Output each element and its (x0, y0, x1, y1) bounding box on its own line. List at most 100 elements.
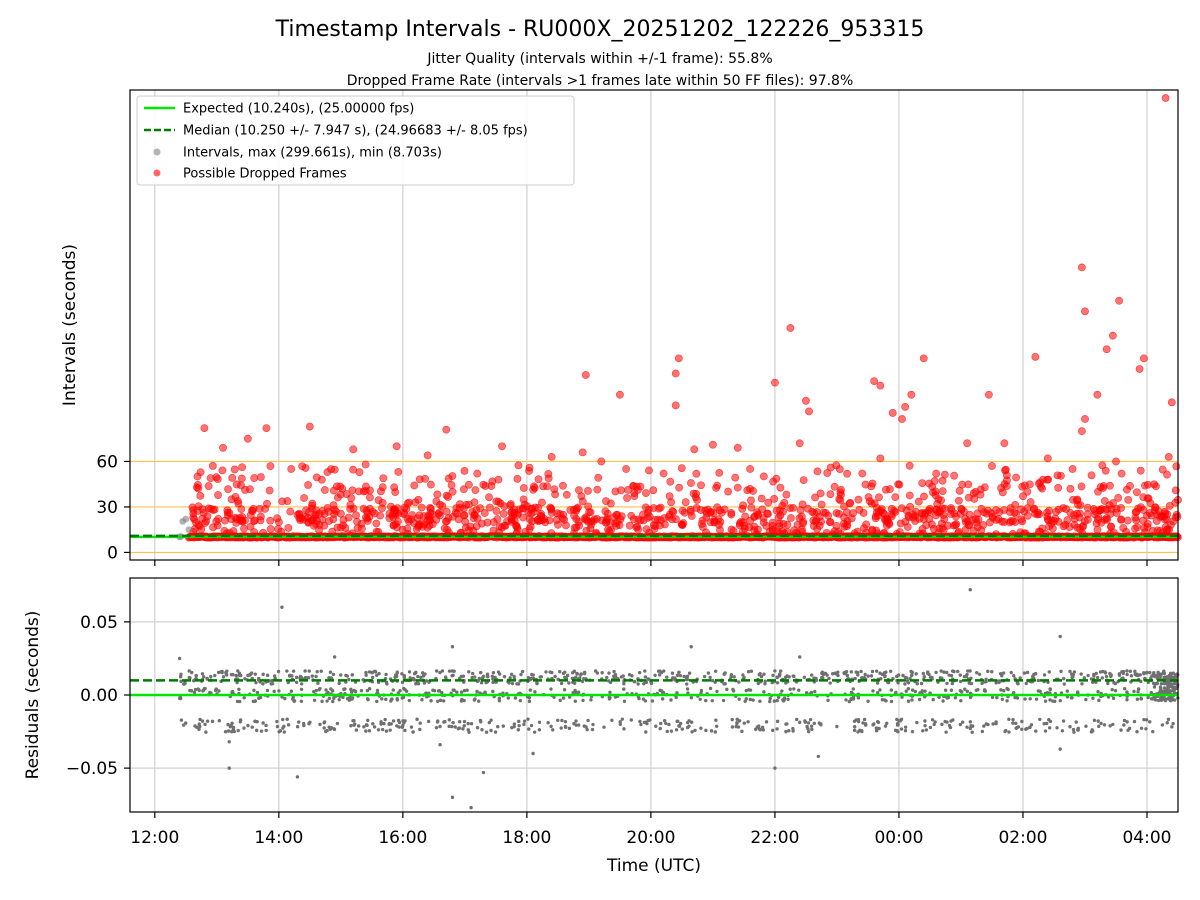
dropped-frame-point-2486 (473, 469, 482, 478)
residual-point-1474 (894, 690, 898, 695)
dropped-frame-point-2480 (1043, 454, 1052, 463)
residual-point-1064 (459, 690, 464, 694)
residual-point-869 (518, 698, 523, 703)
dropped-frame-point-2487 (622, 465, 630, 473)
residual-point-898 (574, 719, 578, 723)
dropped-frame-point-1865 (355, 468, 364, 477)
dropped-frame-point-2280 (639, 510, 647, 519)
residual-point-1269 (470, 675, 474, 680)
residual-point-1342 (339, 673, 343, 677)
residual-point-1229 (316, 681, 320, 685)
residual-point-1633 (816, 754, 821, 759)
residual-point-1267 (441, 699, 446, 703)
dropped-frame-point-2378 (519, 495, 528, 504)
residual-point-381 (396, 718, 401, 723)
dropped-frame-point-2167 (832, 509, 841, 518)
residual-point-48 (299, 682, 304, 686)
dropped-frame-point-2295 (902, 506, 911, 515)
residual-point-408 (708, 675, 712, 680)
residual-point-738 (639, 722, 643, 727)
dropped-frame-point-2245 (627, 511, 636, 520)
residual-point-494 (282, 730, 287, 734)
residual-point-1614 (1158, 685, 1163, 689)
residual-point-1279 (786, 697, 790, 702)
residual-point-1442 (567, 695, 572, 699)
residual-point-1622 (280, 605, 284, 609)
residual-point-211 (1082, 676, 1087, 680)
dropped-frame-point-1825 (1165, 501, 1174, 510)
residual-point-572 (220, 669, 224, 674)
dropped-frame-point-2491 (988, 462, 996, 470)
dropped-frame-point-2482 (1164, 453, 1173, 461)
residual-point-1417 (903, 682, 907, 686)
dropped-frame-point-2313 (1054, 483, 1063, 492)
dropped-frame-point-1827 (1112, 504, 1121, 513)
dropped-frame-point-2374 (1047, 516, 1056, 525)
residual-point-1197 (983, 689, 987, 693)
dropped-frame-point-2429 (709, 509, 718, 518)
dropped-frame-point-2314 (896, 519, 905, 528)
residual-point-1485 (477, 676, 482, 681)
residual-point-786 (527, 696, 532, 700)
residual-point-816 (315, 669, 319, 674)
dropped-frame-point-1973 (712, 483, 721, 492)
residual-point-969 (548, 670, 552, 674)
dropped-frame-point-2421 (295, 509, 304, 518)
residual-point-743 (844, 698, 848, 702)
residual-point-1057 (552, 695, 556, 699)
dropped-frame-point-2257 (355, 487, 363, 496)
residual-point-1129 (325, 728, 329, 733)
residual-y-tick-label-0: −0.05 (66, 759, 118, 779)
dropped-frame-point-2079 (442, 517, 451, 526)
residual-point-943 (871, 689, 875, 693)
residual-point-1113 (255, 690, 260, 695)
dropped-frame-point-2226 (859, 509, 868, 517)
residual-point-718 (1139, 726, 1144, 730)
residual-point-1291 (486, 675, 490, 679)
residual-point-733 (1125, 698, 1129, 702)
residual-point-1469 (903, 725, 908, 729)
residual-point-59 (737, 680, 741, 684)
residual-point-504 (435, 720, 440, 724)
residual-point-1298 (659, 670, 664, 675)
residual-point-1037 (1025, 726, 1029, 731)
residual-point-495 (537, 728, 542, 732)
residual-point-400 (659, 721, 663, 726)
dropped-frame-point-1702 (265, 486, 274, 495)
residual-point-251 (264, 723, 268, 728)
legend-box (136, 95, 575, 186)
residual-point-116 (337, 681, 341, 686)
dropped-frame-point-1997 (379, 474, 388, 483)
residual-point-1362 (302, 723, 306, 728)
dropped-frame-point-2183 (478, 519, 486, 528)
residual-point-520 (714, 724, 719, 728)
residual-point-268 (959, 698, 963, 703)
dropped-frame-point-2140 (485, 493, 493, 502)
dropped-frame-point-2247 (1134, 504, 1143, 513)
dropped-frame-point-1674 (433, 490, 442, 499)
dropped-frame-point-2425 (521, 528, 530, 536)
residual-point-1034 (704, 728, 708, 733)
residual-point-416 (364, 670, 368, 675)
residuals-y-ticks: −0.05 0.00 0.05 (66, 613, 130, 779)
dropped-frame-point-2479 (1000, 439, 1009, 448)
residual-point-780 (491, 670, 496, 675)
dropped-frame-point-2053 (938, 487, 947, 495)
residual-point-564 (359, 688, 364, 693)
residual-point-1153 (562, 688, 567, 692)
residual-point-1414 (235, 680, 239, 685)
residual-point-1597 (1152, 674, 1157, 678)
residual-point-1433 (830, 672, 835, 676)
dropped-frame-point-2267 (1132, 516, 1140, 524)
residual-point-1429 (1149, 676, 1153, 680)
interval-point-3 (185, 526, 193, 534)
residual-point-1181 (558, 670, 562, 674)
residual-point-750 (325, 699, 329, 703)
dropped-frame-point-2439 (674, 354, 683, 363)
residual-point-1048 (753, 727, 758, 731)
residual-point-1350 (390, 697, 394, 701)
residual-point-210 (903, 729, 908, 733)
residual-point-945 (722, 672, 726, 676)
dropped-frame-point-2174 (803, 504, 812, 513)
dropped-frame-point-1925 (347, 494, 356, 503)
